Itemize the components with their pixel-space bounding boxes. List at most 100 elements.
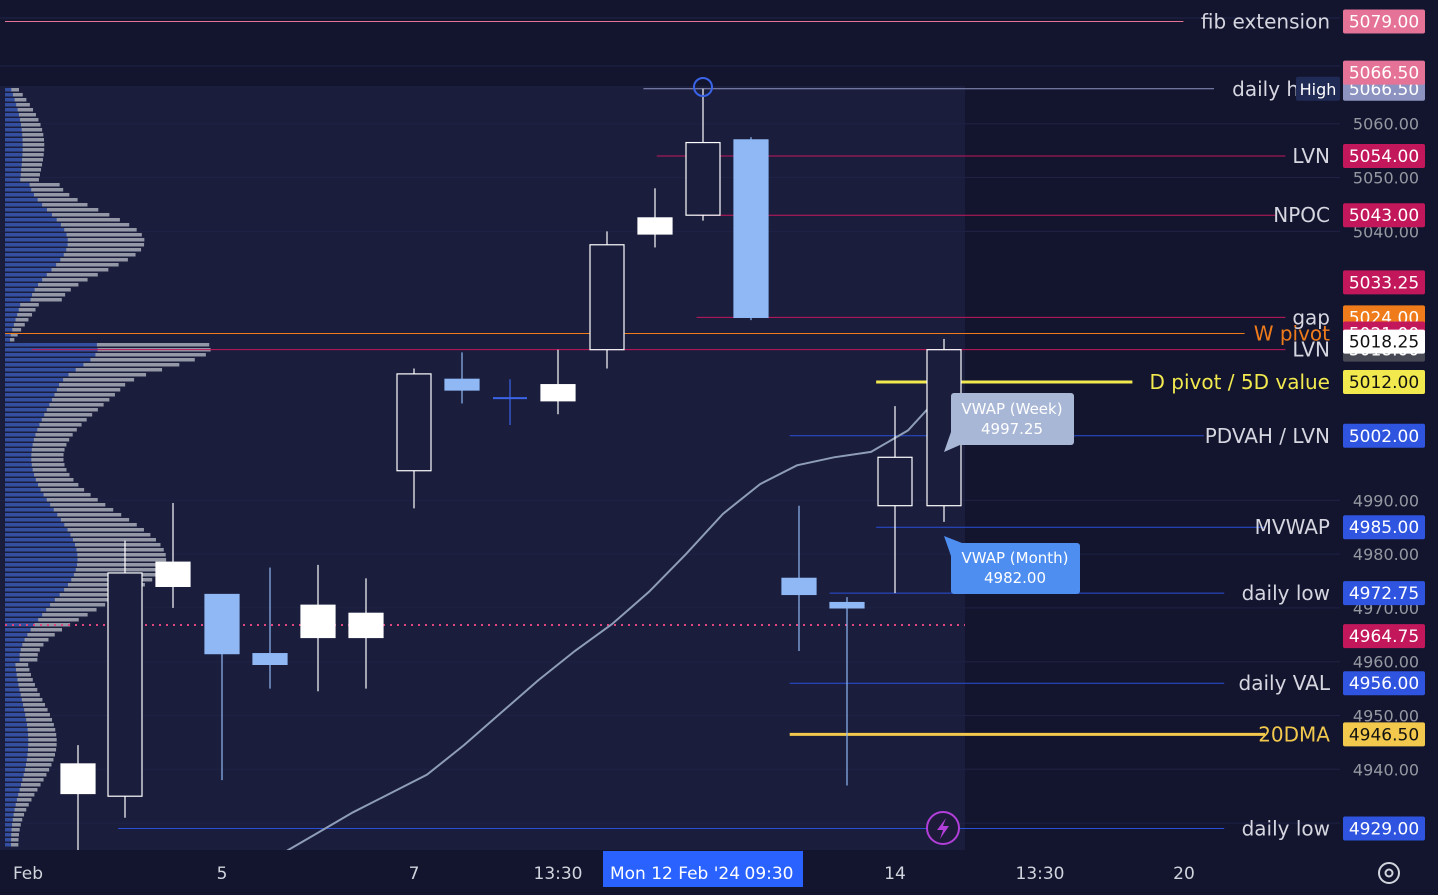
volume-profile-bar xyxy=(5,433,36,437)
volume-profile-bar xyxy=(5,633,28,637)
volume-profile-bar xyxy=(5,643,23,647)
volume-profile-bar xyxy=(5,668,30,672)
volume-profile-bar xyxy=(5,323,25,327)
volume-profile-bar xyxy=(5,198,78,202)
volume-profile-bar xyxy=(5,818,13,822)
volume-profile xyxy=(5,88,211,847)
volume-profile-bar xyxy=(5,728,28,732)
candle-body xyxy=(252,653,288,665)
volume-profile-bar xyxy=(5,118,39,122)
candle xyxy=(685,88,721,221)
volume-profile-bar xyxy=(5,258,61,262)
volume-profile-bar xyxy=(5,813,25,817)
volume-profile-bar xyxy=(5,163,22,167)
candle-body xyxy=(685,141,721,216)
volume-profile-bar xyxy=(5,748,28,752)
volume-profile-bar xyxy=(5,818,23,822)
volume-profile-bar xyxy=(5,563,78,567)
volume-profile-bar xyxy=(5,238,145,242)
volume-profile-bar xyxy=(5,243,145,247)
volume-profile-bar xyxy=(5,408,47,412)
candle xyxy=(589,231,625,369)
time-tick-label: 13:30 xyxy=(1016,864,1065,884)
volume-profile-bar xyxy=(5,743,29,747)
volume-profile-bar xyxy=(5,433,73,437)
price-badge-label: 5043.00 xyxy=(1349,206,1419,226)
price-badge xyxy=(1343,515,1425,540)
volume-profile-bar xyxy=(5,318,16,322)
volume-profile-bar xyxy=(5,733,57,737)
volume-profile-bar xyxy=(5,813,14,817)
volume-profile-bar xyxy=(5,213,110,217)
volume-profile-bar xyxy=(5,793,35,797)
candle-body xyxy=(396,373,432,472)
volume-profile-bar xyxy=(5,413,93,417)
volume-profile-bar xyxy=(5,443,33,447)
volume-profile-bar xyxy=(5,248,67,252)
candle xyxy=(348,578,384,689)
volume-profile-bar xyxy=(5,573,159,577)
volume-profile-bar xyxy=(5,223,61,227)
volume-profile-bar xyxy=(5,543,75,547)
volume-profile-bar xyxy=(5,583,145,587)
volume-profile-bar xyxy=(5,588,65,592)
lightning-icon[interactable] xyxy=(926,811,960,845)
candles xyxy=(60,88,962,877)
volume-profile-bar xyxy=(5,478,36,482)
volume-profile-bar xyxy=(5,313,33,317)
volume-profile-bar xyxy=(5,88,19,92)
volume-profile-bar xyxy=(5,833,12,837)
volume-profile-bar xyxy=(5,513,122,517)
volume-profile-bar xyxy=(5,828,12,832)
volume-profile-bar xyxy=(5,328,22,332)
volume-profile-bar xyxy=(5,458,64,462)
price-badge xyxy=(1343,144,1425,169)
volume-profile-bar xyxy=(5,513,58,517)
volume-profile-bar xyxy=(5,118,21,122)
volume-profile-bar xyxy=(5,223,130,227)
volume-profile-bar xyxy=(5,418,42,422)
candle-body xyxy=(733,139,769,319)
volume-profile-bar xyxy=(5,138,23,142)
volume-profile-bar xyxy=(5,653,38,657)
price-badge-label: 5002.00 xyxy=(1349,427,1419,447)
volume-profile-bar xyxy=(5,313,18,317)
volume-profile-bar xyxy=(5,528,68,532)
volume-profile-bar xyxy=(5,688,20,692)
volume-profile-bar xyxy=(5,588,137,592)
level-label: LVN xyxy=(1292,144,1330,168)
price-tick-label: 4960.00 xyxy=(1353,653,1419,672)
volume-profile-bar xyxy=(5,193,70,197)
volume-profile-bar xyxy=(5,603,51,607)
volume-profile-bar xyxy=(5,678,18,682)
candle-body xyxy=(781,577,817,596)
settings-gear-icon[interactable] xyxy=(1378,862,1400,884)
volume-profile-bar xyxy=(5,533,71,537)
volume-profile-bar xyxy=(5,203,88,207)
volume-profile-bar xyxy=(5,548,77,552)
volume-profile-bar xyxy=(5,708,25,712)
volume-profile-bar xyxy=(5,368,76,372)
price-badge-label: 5079.00 xyxy=(1349,13,1419,33)
volume-profile-bar xyxy=(5,138,45,142)
volume-profile-bar xyxy=(5,268,52,272)
volume-profile-bar xyxy=(5,743,57,747)
price-badge xyxy=(1343,369,1425,394)
volume-profile-bar xyxy=(5,568,163,572)
candle-body xyxy=(540,384,576,402)
candle xyxy=(204,593,240,781)
price-badge-label: 5066.50 xyxy=(1349,80,1419,100)
volume-profile-bar xyxy=(5,613,88,617)
volume-profile-bar xyxy=(5,463,65,467)
volume-profile-bar xyxy=(5,203,43,207)
volume-profile-bar xyxy=(5,253,136,257)
time-tick-label: Feb xyxy=(13,864,43,884)
volume-profile-bar xyxy=(5,103,30,107)
volume-profile-bar xyxy=(5,323,14,327)
volume-profile-bar xyxy=(5,123,21,127)
level-label: W pivot xyxy=(1254,322,1330,346)
time-axis-ticks: Feb 5 7 13:30 14 13:30 20 xyxy=(13,864,1195,884)
candle xyxy=(155,503,191,608)
volume-profile-bar xyxy=(5,393,115,397)
